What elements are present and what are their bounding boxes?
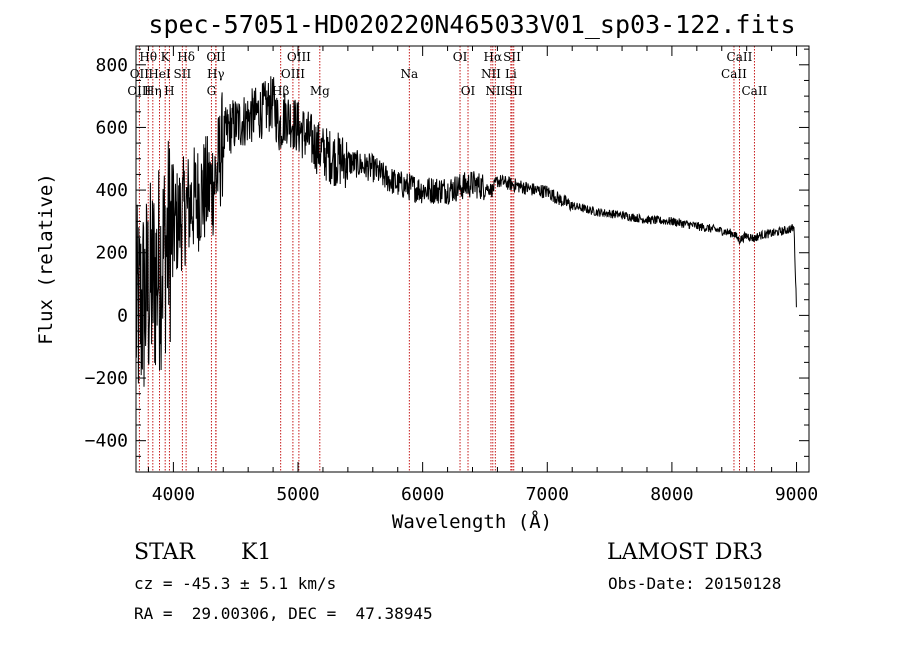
line-label: K	[161, 50, 171, 64]
line-label: HeI	[148, 67, 171, 81]
x-axis: 4000 5000 6000 7000 8000 9000	[147, 46, 818, 505]
line-label: CaII	[741, 84, 767, 98]
velocity-readout: cz = -45.3 ± 5.1 km/s	[134, 574, 337, 593]
y-axis: −400 −200 0 200 400 600 800	[85, 48, 809, 473]
line-label: OIII	[281, 67, 305, 81]
x-axis-label: Wavelength (Å)	[392, 510, 552, 533]
line-label: OII	[130, 67, 150, 81]
line-label: Hγ	[207, 67, 225, 81]
line-label: CaII	[721, 67, 747, 81]
x-tick-label: 9000	[775, 484, 818, 505]
line-label: NII	[485, 84, 505, 98]
line-label: OI	[461, 84, 476, 98]
coordinates-readout: RA = 29.00306, DEC = 47.38945	[134, 604, 433, 623]
line-label: OIII	[127, 84, 151, 98]
line-label: SII	[505, 84, 523, 98]
line-label: Na	[400, 67, 418, 81]
line-label: Li	[505, 67, 517, 81]
line-label: Hα	[484, 50, 503, 64]
x-tick-label: 4000	[152, 484, 195, 505]
line-label: OII	[206, 50, 226, 64]
y-tick-label: 800	[95, 55, 128, 76]
line-label: SII	[503, 50, 521, 64]
line-label: Hη	[144, 84, 162, 98]
object-class: STAR	[134, 540, 195, 565]
y-tick-label: 0	[117, 305, 128, 326]
line-label: NII	[481, 67, 501, 81]
line-label: Hθ	[139, 50, 157, 64]
survey-name: LAMOST DR3	[607, 540, 763, 565]
y-axis-label: Flux (relative)	[35, 173, 57, 345]
line-label: OI	[453, 50, 468, 64]
chart-title: spec-57051-HD020220N465033V01_sp03-122.f…	[148, 10, 795, 39]
line-label: Hδ	[177, 50, 195, 64]
observation-date: Obs-Date: 20150128	[608, 574, 782, 593]
x-tick-label: 5000	[276, 484, 319, 505]
y-tick-label: −400	[85, 431, 128, 452]
y-tick-label: −200	[85, 368, 128, 389]
y-tick-label: 600	[95, 117, 128, 138]
line-label: Mg	[310, 84, 330, 98]
line-label: H	[164, 84, 174, 98]
line-label: SII	[174, 67, 192, 81]
y-tick-label: 400	[95, 180, 128, 201]
spectrum-line	[135, 76, 797, 387]
object-subclass: K1	[241, 540, 272, 565]
line-label: G	[207, 84, 217, 98]
line-label: CaII	[727, 50, 753, 64]
y-tick-label: 200	[95, 243, 128, 264]
x-tick-label: 8000	[650, 484, 693, 505]
x-tick-label: 6000	[401, 484, 444, 505]
x-tick-label: 7000	[526, 484, 569, 505]
line-label: OIII	[287, 50, 311, 64]
spectral-line-markers	[138, 46, 755, 472]
